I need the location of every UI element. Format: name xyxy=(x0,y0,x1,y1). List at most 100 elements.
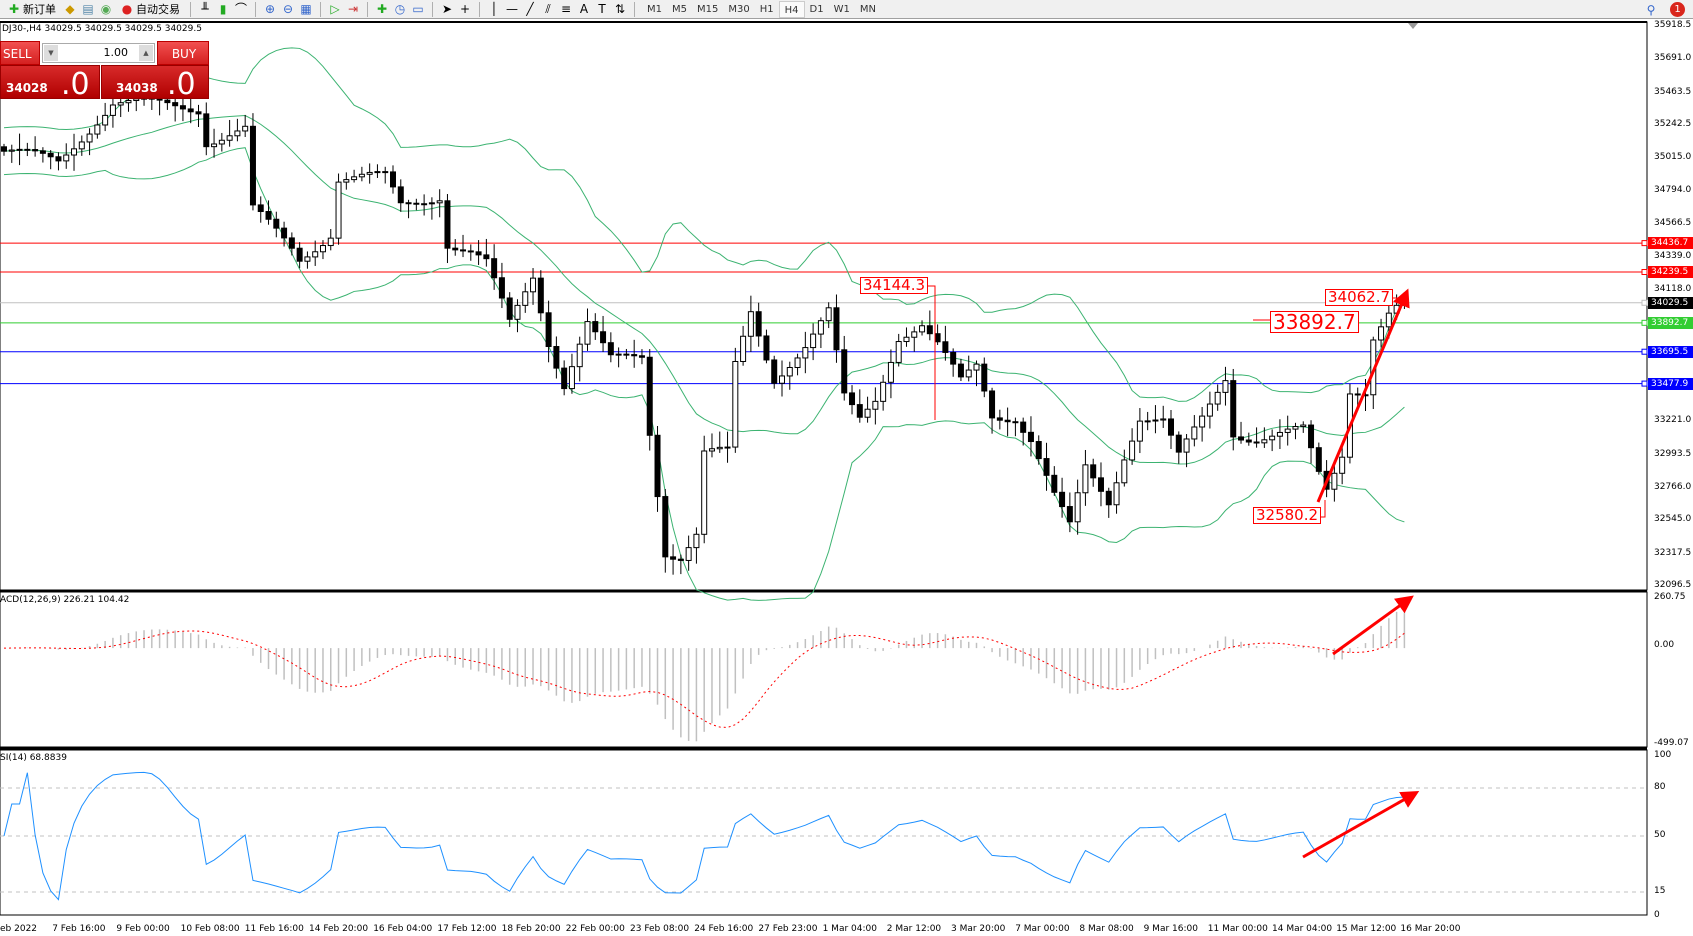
annotation-low[interactable]: 32580.2 xyxy=(1253,507,1322,524)
bear-candle xyxy=(1027,431,1034,443)
text-label-icon[interactable]: T xyxy=(598,2,606,16)
time-tick: 22 Feb 00:00 xyxy=(565,924,625,934)
trendline-icon[interactable]: ╱ xyxy=(526,2,534,16)
price-tick: 32317.5 xyxy=(1654,547,1692,558)
decrease-lot-button[interactable]: ▼ xyxy=(44,45,58,61)
zoom-out-icon[interactable]: ⊖ xyxy=(282,2,294,16)
time-tick: 9 Feb 00:00 xyxy=(116,924,170,934)
line-handle xyxy=(1641,240,1648,247)
bear-candle xyxy=(1097,477,1104,492)
bear-candle xyxy=(670,556,677,560)
bear-candle xyxy=(39,150,46,154)
signals-icon[interactable]: ◉ xyxy=(100,2,112,16)
timeframe-m30[interactable]: M30 xyxy=(728,3,750,15)
fibonacci-icon[interactable]: ≡ xyxy=(560,2,572,16)
buy-button[interactable]: BUY xyxy=(157,41,209,65)
bar-chart-icon[interactable]: ╨ xyxy=(201,2,209,16)
macd-trend-arrow xyxy=(1332,595,1414,656)
annotation-level[interactable]: 33892.7 xyxy=(1270,311,1359,333)
timeframe-h4[interactable]: H4 xyxy=(778,0,805,18)
bear-candle xyxy=(179,105,186,110)
bull-candle xyxy=(576,343,583,368)
line-chart-icon[interactable]: ⌒ xyxy=(234,2,247,16)
bull-candle xyxy=(1222,380,1229,393)
bull-candle xyxy=(351,176,358,181)
line-handle xyxy=(1641,299,1648,306)
timeframe-m5[interactable]: M5 xyxy=(672,3,687,15)
price-line-label: 33695.5 xyxy=(1648,345,1693,358)
time-tick: 14 Feb 20:00 xyxy=(309,924,369,934)
bull-candle xyxy=(1152,419,1159,422)
bull-candle xyxy=(428,202,435,205)
notification-badge[interactable]: 1 xyxy=(1670,2,1685,17)
metaeditor-icon[interactable]: ◆ xyxy=(65,2,75,16)
timeframe-h1[interactable]: H1 xyxy=(759,3,774,15)
bear-candle xyxy=(382,171,389,174)
rsi-line xyxy=(3,771,1405,901)
timeframe-mn[interactable]: MN xyxy=(859,3,876,15)
bear-candle xyxy=(1020,421,1027,433)
bull-candle xyxy=(327,237,334,247)
price-tick: 32545.0 xyxy=(1654,514,1692,525)
rsi-tick: 100 xyxy=(1654,750,1672,760)
text-icon[interactable]: A xyxy=(579,2,589,16)
cursor-icon[interactable]: ➤ xyxy=(441,2,453,16)
line-handle xyxy=(1641,319,1648,326)
annotation-current-high[interactable]: 34062.7 xyxy=(1325,289,1394,306)
bull-candle xyxy=(16,148,23,151)
bear-candle xyxy=(444,200,451,249)
bull-candle xyxy=(1183,438,1190,453)
bull-candle xyxy=(747,311,754,337)
auto-trading-button[interactable]: ● 自动交易 xyxy=(121,2,180,16)
lot-size-input[interactable]: ▼ 1.00 ▲ xyxy=(42,43,155,63)
timeframe-m1[interactable]: M1 xyxy=(647,3,662,15)
bear-candle xyxy=(296,247,303,262)
bear-candle xyxy=(405,202,412,205)
bull-candle xyxy=(973,363,980,371)
bear-candle xyxy=(1308,424,1315,449)
bull-candle xyxy=(374,171,381,174)
arrows-icon[interactable]: ⇅ xyxy=(614,2,626,16)
new-order-button[interactable]: ✚ 新订单 xyxy=(8,2,56,16)
bear-candle xyxy=(483,254,490,260)
crosshair-icon[interactable]: + xyxy=(459,2,471,16)
main-pane xyxy=(0,21,1648,591)
tile-windows-icon[interactable]: ▦ xyxy=(300,2,312,16)
autoscroll-icon[interactable]: ▷ xyxy=(330,2,340,16)
chart-shift-icon[interactable]: ⇥ xyxy=(347,2,359,16)
periods-icon[interactable]: ◷ xyxy=(394,2,406,16)
bear-candle xyxy=(452,247,459,251)
time-tick: 16 Feb 04:00 xyxy=(373,924,433,934)
bear-candle xyxy=(1253,441,1260,444)
buy-price-button[interactable]: 34038.0 xyxy=(101,65,209,102)
annotation-high[interactable]: 34144.3 xyxy=(860,277,929,294)
bear-candle xyxy=(1315,447,1322,472)
timeframe-w1[interactable]: W1 xyxy=(833,3,850,15)
timeframe-m15[interactable]: M15 xyxy=(697,3,719,15)
zoom-in-icon[interactable]: ⊕ xyxy=(264,2,276,16)
rsi-pane xyxy=(0,749,1648,916)
templates-icon[interactable]: ▭ xyxy=(412,2,424,16)
time-tick: 11 Feb 16:00 xyxy=(244,924,304,934)
indicators-icon[interactable]: ✚ xyxy=(376,2,388,16)
bull-candle xyxy=(421,203,428,206)
bull-candle xyxy=(1121,459,1128,484)
sell-button[interactable]: SELL xyxy=(0,41,40,65)
bear-candle xyxy=(498,277,505,299)
equidistant-channel-icon[interactable]: ⫽ xyxy=(545,2,551,16)
bull-candle xyxy=(895,341,902,363)
bull-candle xyxy=(1292,426,1299,430)
bear-candle xyxy=(475,251,482,256)
bull-candle xyxy=(568,366,575,390)
search-icon[interactable]: ⚲ xyxy=(1646,2,1656,17)
horizontal-line-icon[interactable]: — xyxy=(506,2,518,16)
timeframe-d1[interactable]: D1 xyxy=(809,3,824,15)
bull-candle xyxy=(1129,440,1136,461)
terminal-icon[interactable]: ▤ xyxy=(82,2,94,16)
increase-lot-button[interactable]: ▲ xyxy=(139,45,153,61)
vertical-line-icon[interactable]: │ xyxy=(490,2,498,16)
candlestick-icon[interactable]: ▮ xyxy=(219,2,227,16)
bear-candle xyxy=(996,417,1003,421)
sell-price-button[interactable]: 34028.0 xyxy=(0,65,100,102)
